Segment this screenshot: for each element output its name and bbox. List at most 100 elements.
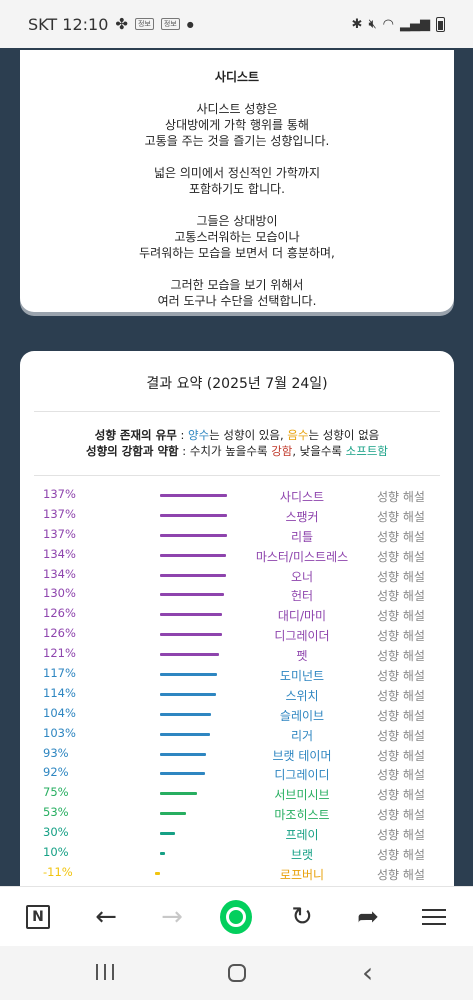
type-name-link[interactable]: 도미넌트 — [279, 669, 325, 684]
mute-icon: 🔇︎ — [368, 16, 377, 32]
description-line: 상대방에게 가학 행위를 통해 — [165, 118, 309, 132]
type-name-link[interactable]: 스위치 — [285, 688, 319, 703]
type-name-link[interactable]: 서브미시브 — [274, 788, 330, 803]
result-bar — [160, 553, 226, 557]
type-description-card: 사디스트 사디스트 성향은 상대방에게 가학 행위를 통해 고통을 주는 것을 … — [20, 50, 454, 312]
type-explanation-link[interactable]: 성향 해설 — [377, 788, 425, 803]
type-name-link[interactable]: 스팽커 — [285, 509, 319, 524]
result-row: 92% 디그레이디 성향 해설 — [20, 762, 454, 782]
result-row: 137% 스팽커 성향 해설 — [20, 504, 454, 524]
legend-label: 성향 존재의 유무 — [94, 428, 177, 442]
result-percent: 134% — [43, 566, 76, 581]
result-bar — [160, 613, 222, 617]
type-explanation-link[interactable]: 성향 해설 — [377, 549, 425, 564]
result-bar — [160, 812, 186, 816]
description-line: 그들은 상대방이 — [196, 214, 278, 228]
result-bar — [160, 712, 211, 716]
description-line: 여러 도구나 수단을 선택합니다. — [157, 294, 317, 308]
back-button[interactable]: ← — [95, 902, 117, 932]
type-explanation-link[interactable]: 성향 해설 — [377, 490, 425, 504]
more-notifications-icon: ● — [186, 19, 194, 29]
result-percent: 103% — [43, 725, 76, 740]
result-bar — [160, 673, 218, 677]
legend-text: : — [176, 428, 188, 442]
result-bar — [160, 593, 224, 597]
result-row: 93% 브랫 테이머 성향 해설 — [20, 743, 454, 763]
type-name-link[interactable]: 헌터 — [290, 589, 314, 604]
type-name-link[interactable]: 리거 — [290, 728, 314, 743]
type-explanation-link[interactable]: 성향 해설 — [377, 748, 425, 763]
result-row: 134% 마스터/미스트레스 성향 해설 — [20, 544, 454, 564]
description-line: 그러한 모습을 보기 위해서 — [170, 278, 304, 292]
menu-button[interactable] — [418, 901, 450, 933]
result-bar — [160, 832, 175, 836]
description-line: 사디스트 성향은 — [196, 102, 278, 116]
forward-button[interactable]: → — [161, 902, 183, 932]
result-bar — [160, 752, 206, 756]
type-explanation-link[interactable]: 성향 해설 — [377, 509, 425, 524]
result-row: 137% 사디스트 성향 해설 — [20, 484, 454, 504]
result-bar — [160, 852, 165, 856]
type-explanation-link[interactable]: 성향 해설 — [377, 589, 425, 604]
type-name-link[interactable]: 슬레이브 — [279, 708, 325, 723]
summary-title: 결과 요약 (2025년 7월 24일) — [146, 376, 328, 392]
type-name-link[interactable]: 오너 — [290, 569, 314, 584]
type-name-link[interactable]: 대디/마미 — [277, 609, 327, 624]
type-name-link[interactable]: 마스터/미스트레스 — [255, 549, 349, 564]
system-back-button[interactable]: ‹ — [362, 956, 374, 989]
share-button[interactable]: ➦ — [357, 902, 379, 932]
description-paragraph: 그러한 모습을 보기 위해서 여러 도구나 수단을 선택합니다. — [20, 277, 454, 309]
result-row: 53% 마조히스트 성향 해설 — [20, 802, 454, 822]
description-line: 고통을 주는 것을 즐기는 성향입니다. — [144, 134, 330, 148]
type-name-link[interactable]: 디그레이디 — [274, 768, 330, 783]
type-explanation-link[interactable]: 성향 해설 — [377, 609, 425, 624]
type-name-link[interactable]: 리틀 — [290, 529, 314, 544]
type-name-link[interactable]: 프레이 — [285, 828, 319, 843]
result-percent: 121% — [43, 646, 76, 661]
type-explanation-link[interactable]: 성향 해설 — [377, 708, 425, 723]
home-icon — [228, 964, 246, 982]
type-name-link[interactable]: 브랫 — [290, 848, 314, 863]
type-explanation-link[interactable]: 성향 해설 — [377, 828, 425, 843]
type-explanation-link[interactable]: 성향 해설 — [377, 649, 425, 664]
type-name-link[interactable]: 펫 — [296, 649, 308, 664]
type-explanation-link[interactable]: 성향 해설 — [377, 768, 425, 783]
result-row: 137% 리틀 성향 해설 — [20, 524, 454, 544]
result-row: 126% 대디/마미 성향 해설 — [20, 603, 454, 623]
result-percent: 134% — [43, 546, 76, 561]
type-name-link[interactable]: 로프버니 — [279, 867, 325, 882]
type-explanation-link[interactable]: 성향 해설 — [377, 848, 425, 863]
green-circle-icon — [220, 900, 252, 934]
bluetooth-icon: ✱ — [351, 16, 363, 32]
home-button[interactable] — [228, 964, 246, 982]
type-explanation-link[interactable]: 성향 해설 — [377, 629, 425, 644]
status-bar: SKT 12:10 ✤ 정보 정보 ● ✱ 🔇︎ ◠ ▂▄▆ — [0, 0, 473, 48]
type-explanation-link[interactable]: 성향 해설 — [377, 728, 425, 743]
result-row: 130% 헌터 성향 해설 — [20, 583, 454, 603]
type-explanation-link[interactable]: 성향 해설 — [377, 569, 425, 584]
type-name-link[interactable]: 브랫 테이머 — [272, 748, 332, 763]
result-percent: 117% — [43, 666, 76, 681]
type-name-link[interactable]: 디그레이더 — [274, 629, 330, 644]
type-explanation-link[interactable]: 성향 해설 — [377, 688, 425, 703]
type-explanation-link[interactable]: 성향 해설 — [377, 669, 425, 684]
description-line: 두려워하는 모습을 보면서 더 흥분하며, — [139, 246, 335, 260]
legend-strong: 강함 — [271, 444, 293, 458]
result-bar — [160, 513, 228, 517]
browser-toolbar: N ← → ↻ ➦ — [0, 886, 473, 946]
naver-home-button[interactable]: N — [22, 901, 54, 933]
recent-apps-button[interactable] — [96, 964, 114, 982]
type-name-link[interactable]: 마조히스트 — [274, 808, 330, 823]
result-percent: 137% — [43, 487, 76, 501]
type-explanation-link[interactable]: 성향 해설 — [377, 867, 425, 882]
result-percent: 137% — [43, 526, 76, 541]
green-dot-button[interactable] — [220, 900, 252, 934]
wifi-icon: ◠ — [382, 16, 394, 32]
refresh-button[interactable]: ↻ — [291, 902, 313, 932]
result-bar — [160, 633, 222, 637]
type-name-link[interactable]: 사디스트 — [279, 490, 325, 504]
web-content[interactable]: 사디스트 사디스트 성향은 상대방에게 가학 행위를 통해 고통을 주는 것을 … — [0, 48, 473, 886]
type-explanation-link[interactable]: 성향 해설 — [377, 529, 425, 544]
type-explanation-link[interactable]: 성향 해설 — [377, 808, 425, 823]
legend-text: 는 성향이 있음, — [209, 428, 288, 442]
